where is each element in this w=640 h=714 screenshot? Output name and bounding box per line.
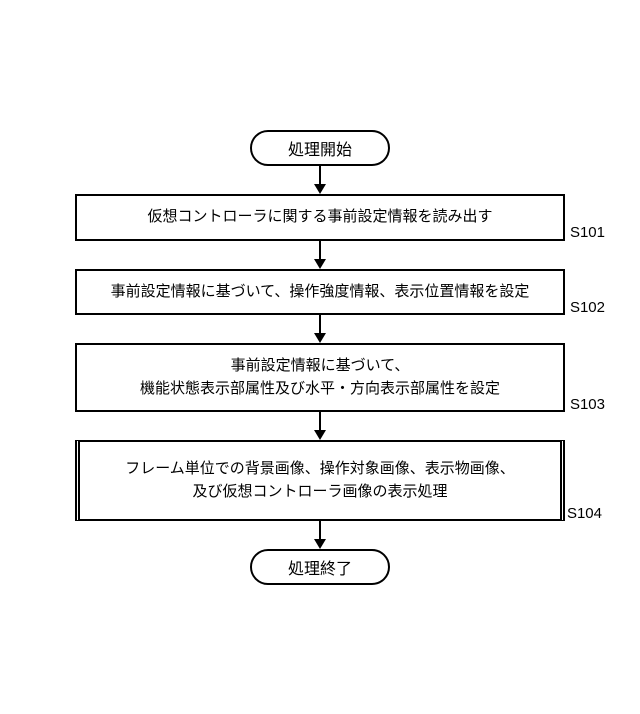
step-id-label: S102 [570,297,605,320]
arrow [70,521,570,549]
step-text-line1: 事前設定情報に基づいて、 [231,357,410,374]
step-id-label: S104 [567,503,602,526]
step-text-line2: 及び仮想コントローラ画像の表示処理 [192,483,447,500]
label-tick [555,410,565,412]
label-tick [555,239,565,241]
flowchart-container: 処理開始 仮想コントローラに関する事前設定情報を読み出す S101 事前設定情報… [70,130,570,585]
start-label: 処理開始 [288,136,352,160]
arrow [70,315,570,343]
label-tick [552,519,562,521]
step-text: 事前設定情報に基づいて、操作強度情報、表示位置情報を設定 [111,283,530,300]
start-terminator: 処理開始 [250,130,390,166]
arrow [70,412,570,440]
step-text: 仮想コントローラに関する事前設定情報を読み出す [147,208,492,225]
arrow [70,241,570,269]
arrow [70,166,570,194]
step-id-label: S101 [570,222,605,245]
end-terminator: 処理終了 [250,549,390,585]
process-step-s103: 事前設定情報に基づいて、 機能状態表示部属性及び水平・方向表示部属性を設定 S1… [75,343,565,412]
process-step-s101: 仮想コントローラに関する事前設定情報を読み出す S101 [75,194,565,241]
step-text-line1: フレーム単位での背景画像、操作対象画像、表示物画像、 [125,460,515,477]
process-step-s102: 事前設定情報に基づいて、操作強度情報、表示位置情報を設定 S102 [75,269,565,316]
end-label: 処理終了 [288,555,352,579]
step-id-label: S103 [570,394,605,417]
label-tick [555,313,565,315]
step-text-line2: 機能状態表示部属性及び水平・方向表示部属性を設定 [140,380,500,397]
process-step-s104: フレーム単位での背景画像、操作対象画像、表示物画像、 及び仮想コントローラ画像の… [75,440,565,521]
